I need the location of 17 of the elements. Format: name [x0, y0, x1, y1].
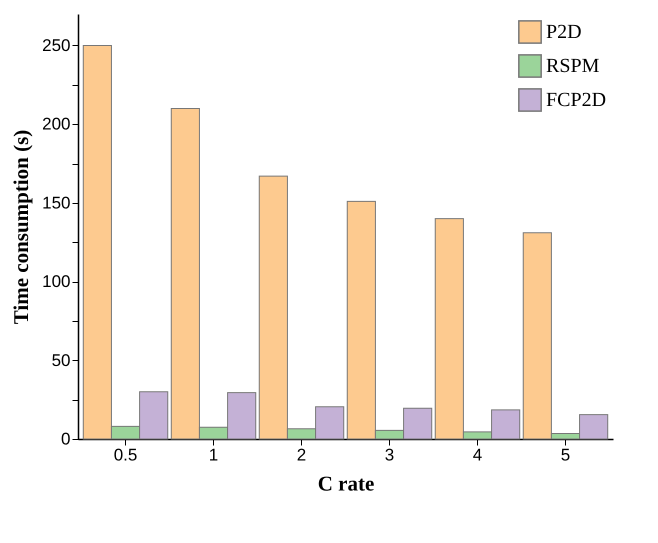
- y-tick-label: 50: [52, 350, 70, 370]
- x-tick-label: 4: [472, 446, 482, 464]
- legend-label: FCP2D: [546, 89, 606, 111]
- x-tick-label: 5: [560, 446, 570, 464]
- legend-label: P2D: [546, 21, 582, 43]
- y-tick-label: 150: [42, 193, 70, 212]
- x-tick-label: 3: [384, 446, 394, 464]
- y-tick-label: 0: [61, 430, 70, 448]
- y-tick-label: 200: [42, 114, 70, 134]
- y-axis-title: Time consumption (s): [9, 130, 34, 324]
- x-tick-label: 1: [208, 446, 218, 464]
- y-tick-label: 100: [42, 272, 70, 292]
- x-tick-label: 2: [296, 446, 306, 464]
- legend-label: RSPM: [546, 55, 600, 77]
- x-tick-label: 0.5: [114, 446, 138, 464]
- y-tick-label: 250: [42, 36, 70, 55]
- x-axis-title: C rate: [318, 472, 374, 496]
